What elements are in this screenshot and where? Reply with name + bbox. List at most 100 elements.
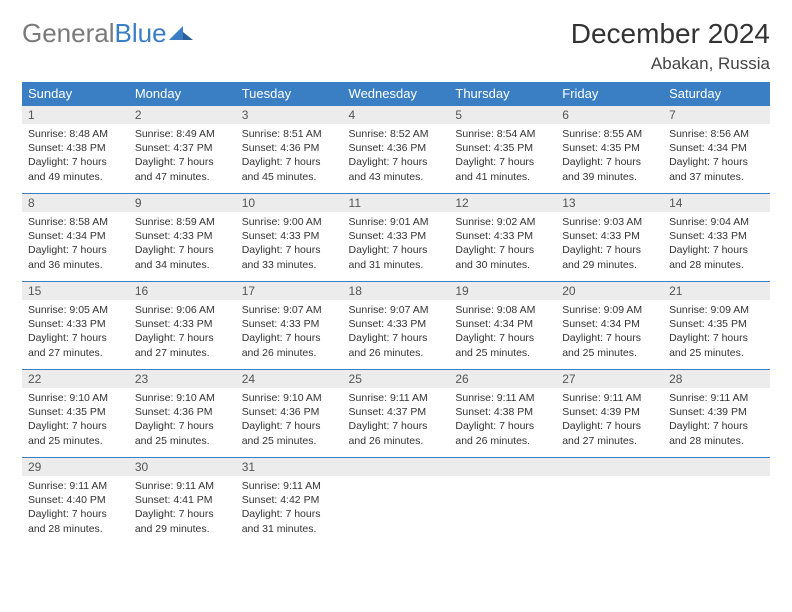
calendar-cell: 22Sunrise: 9:10 AMSunset: 4:35 PMDayligh… <box>22 370 129 458</box>
calendar-cell: 18Sunrise: 9:07 AMSunset: 4:33 PMDayligh… <box>343 282 450 370</box>
sunrise-text: Sunrise: 9:11 AM <box>455 391 550 405</box>
sunset-text: Sunset: 4:33 PM <box>135 317 230 331</box>
cell-body: Sunrise: 9:11 AMSunset: 4:37 PMDaylight:… <box>343 388 450 451</box>
daylight-line2: and 25 minutes. <box>669 346 764 360</box>
day-header: Wednesday <box>343 82 450 106</box>
daylight-line2: and 28 minutes. <box>669 258 764 272</box>
cell-body: Sunrise: 8:49 AMSunset: 4:37 PMDaylight:… <box>129 124 236 187</box>
daylight-line1: Daylight: 7 hours <box>28 507 123 521</box>
daylight-line2: and 25 minutes. <box>135 434 230 448</box>
logo: GeneralBlue <box>22 18 195 49</box>
cell-body: Sunrise: 9:05 AMSunset: 4:33 PMDaylight:… <box>22 300 129 363</box>
daylight-line1: Daylight: 7 hours <box>28 419 123 433</box>
day-header: Monday <box>129 82 236 106</box>
cell-body: Sunrise: 8:56 AMSunset: 4:34 PMDaylight:… <box>663 124 770 187</box>
daylight-line1: Daylight: 7 hours <box>669 243 764 257</box>
cell-body: Sunrise: 9:07 AMSunset: 4:33 PMDaylight:… <box>236 300 343 363</box>
date-number: 29 <box>22 458 129 476</box>
sunset-text: Sunset: 4:35 PM <box>669 317 764 331</box>
sunrise-text: Sunrise: 9:11 AM <box>349 391 444 405</box>
cell-body: Sunrise: 9:09 AMSunset: 4:34 PMDaylight:… <box>556 300 663 363</box>
daylight-line1: Daylight: 7 hours <box>242 243 337 257</box>
empty-cell <box>663 458 770 546</box>
daylight-line2: and 25 minutes. <box>242 434 337 448</box>
sunset-text: Sunset: 4:39 PM <box>669 405 764 419</box>
daylight-line2: and 34 minutes. <box>135 258 230 272</box>
daylight-line2: and 45 minutes. <box>242 170 337 184</box>
daylight-line2: and 30 minutes. <box>455 258 550 272</box>
calendar-cell: 30Sunrise: 9:11 AMSunset: 4:41 PMDayligh… <box>129 458 236 546</box>
calendar-cell: 17Sunrise: 9:07 AMSunset: 4:33 PMDayligh… <box>236 282 343 370</box>
calendar-cell: 21Sunrise: 9:09 AMSunset: 4:35 PMDayligh… <box>663 282 770 370</box>
daylight-line1: Daylight: 7 hours <box>135 243 230 257</box>
date-number: 13 <box>556 194 663 212</box>
sunset-text: Sunset: 4:33 PM <box>242 229 337 243</box>
daylight-line2: and 31 minutes. <box>349 258 444 272</box>
cell-body: Sunrise: 9:07 AMSunset: 4:33 PMDaylight:… <box>343 300 450 363</box>
sunrise-text: Sunrise: 8:51 AM <box>242 127 337 141</box>
date-number: 26 <box>449 370 556 388</box>
date-number: 22 <box>22 370 129 388</box>
calendar-cell: 28Sunrise: 9:11 AMSunset: 4:39 PMDayligh… <box>663 370 770 458</box>
sunset-text: Sunset: 4:33 PM <box>242 317 337 331</box>
cell-body: Sunrise: 9:11 AMSunset: 4:42 PMDaylight:… <box>236 476 343 539</box>
daylight-line1: Daylight: 7 hours <box>349 243 444 257</box>
sunrise-text: Sunrise: 9:10 AM <box>135 391 230 405</box>
calendar-week-row: 29Sunrise: 9:11 AMSunset: 4:40 PMDayligh… <box>22 458 770 546</box>
sunrise-text: Sunrise: 9:11 AM <box>135 479 230 493</box>
day-header-row: SundayMondayTuesdayWednesdayThursdayFrid… <box>22 82 770 106</box>
sunset-text: Sunset: 4:34 PM <box>562 317 657 331</box>
date-number: 4 <box>343 106 450 124</box>
calendar-cell: 5Sunrise: 8:54 AMSunset: 4:35 PMDaylight… <box>449 106 556 194</box>
date-number: 31 <box>236 458 343 476</box>
empty-date-bar <box>343 458 450 476</box>
daylight-line1: Daylight: 7 hours <box>135 507 230 521</box>
daylight-line2: and 25 minutes. <box>455 346 550 360</box>
daylight-line1: Daylight: 7 hours <box>349 331 444 345</box>
month-title: December 2024 <box>571 18 770 50</box>
sunset-text: Sunset: 4:36 PM <box>135 405 230 419</box>
date-number: 24 <box>236 370 343 388</box>
cell-body: Sunrise: 9:11 AMSunset: 4:38 PMDaylight:… <box>449 388 556 451</box>
date-number: 20 <box>556 282 663 300</box>
cell-body: Sunrise: 9:06 AMSunset: 4:33 PMDaylight:… <box>129 300 236 363</box>
daylight-line1: Daylight: 7 hours <box>242 331 337 345</box>
sunset-text: Sunset: 4:36 PM <box>349 141 444 155</box>
calendar-cell: 2Sunrise: 8:49 AMSunset: 4:37 PMDaylight… <box>129 106 236 194</box>
cell-body: Sunrise: 9:10 AMSunset: 4:35 PMDaylight:… <box>22 388 129 451</box>
daylight-line2: and 27 minutes. <box>28 346 123 360</box>
date-number: 18 <box>343 282 450 300</box>
sunrise-text: Sunrise: 9:06 AM <box>135 303 230 317</box>
daylight-line1: Daylight: 7 hours <box>562 155 657 169</box>
calendar-cell: 6Sunrise: 8:55 AMSunset: 4:35 PMDaylight… <box>556 106 663 194</box>
sunrise-text: Sunrise: 8:59 AM <box>135 215 230 229</box>
daylight-line2: and 25 minutes. <box>28 434 123 448</box>
calendar-cell: 13Sunrise: 9:03 AMSunset: 4:33 PMDayligh… <box>556 194 663 282</box>
cell-body: Sunrise: 8:59 AMSunset: 4:33 PMDaylight:… <box>129 212 236 275</box>
daylight-line1: Daylight: 7 hours <box>135 419 230 433</box>
cell-body: Sunrise: 9:11 AMSunset: 4:39 PMDaylight:… <box>556 388 663 451</box>
cell-body: Sunrise: 8:52 AMSunset: 4:36 PMDaylight:… <box>343 124 450 187</box>
sunrise-text: Sunrise: 9:07 AM <box>242 303 337 317</box>
empty-date-bar <box>663 458 770 476</box>
sunrise-text: Sunrise: 8:48 AM <box>28 127 123 141</box>
calendar-cell: 8Sunrise: 8:58 AMSunset: 4:34 PMDaylight… <box>22 194 129 282</box>
cell-body: Sunrise: 8:55 AMSunset: 4:35 PMDaylight:… <box>556 124 663 187</box>
sunrise-text: Sunrise: 9:11 AM <box>562 391 657 405</box>
date-number: 12 <box>449 194 556 212</box>
sunset-text: Sunset: 4:33 PM <box>669 229 764 243</box>
cell-body: Sunrise: 9:00 AMSunset: 4:33 PMDaylight:… <box>236 212 343 275</box>
calendar-cell: 31Sunrise: 9:11 AMSunset: 4:42 PMDayligh… <box>236 458 343 546</box>
sunrise-text: Sunrise: 9:11 AM <box>28 479 123 493</box>
sunset-text: Sunset: 4:42 PM <box>242 493 337 507</box>
daylight-line1: Daylight: 7 hours <box>349 155 444 169</box>
sunset-text: Sunset: 4:33 PM <box>349 229 444 243</box>
date-number: 25 <box>343 370 450 388</box>
cell-body: Sunrise: 9:08 AMSunset: 4:34 PMDaylight:… <box>449 300 556 363</box>
daylight-line1: Daylight: 7 hours <box>242 419 337 433</box>
cell-body: Sunrise: 8:48 AMSunset: 4:38 PMDaylight:… <box>22 124 129 187</box>
daylight-line1: Daylight: 7 hours <box>242 507 337 521</box>
cell-body: Sunrise: 9:04 AMSunset: 4:33 PMDaylight:… <box>663 212 770 275</box>
sunset-text: Sunset: 4:37 PM <box>135 141 230 155</box>
date-number: 17 <box>236 282 343 300</box>
